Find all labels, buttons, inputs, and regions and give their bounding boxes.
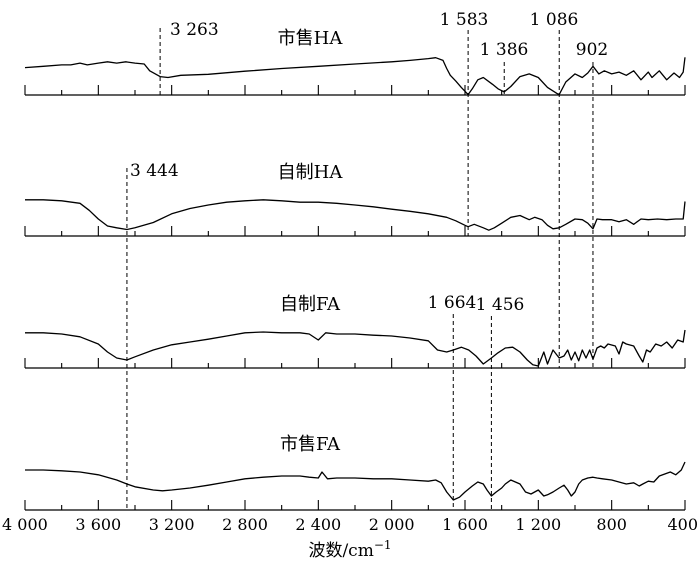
series-name-label: 自制FA [280,294,341,315]
panel-homemade-fa: 自制FA [24,294,686,369]
panel-commercial-ha: 市售HA [24,28,686,96]
x-tick-label: 1 200 [515,515,561,534]
series-name-label: 市售HA [278,28,344,49]
panel-homemade-ha: 自制HA [24,162,686,237]
x-tick-label: 800 [596,515,627,534]
spectrum-homemade-ha [25,199,686,231]
peak-label: 1 456 [476,295,525,315]
spectrum-homemade-fa [25,329,686,367]
panel-commercial-fa: 市售FA [24,434,686,511]
spectrum-commercial-fa [25,461,686,501]
x-tick-label: 3 200 [149,515,195,534]
spectrum-commercial-ha [24,57,686,96]
x-tick-label: 4 000 [2,515,48,534]
peak-label: 3 444 [130,161,179,181]
peak-label: 902 [576,40,608,60]
x-axis: 4 000 3 600 3 200 2 800 2 400 2 000 1 600 1 200… [2,515,698,534]
peak-label: 3 263 [170,20,219,40]
series-name-label: 自制HA [278,162,344,183]
series-name-label: 市售FA [280,434,341,455]
peak-label: 1 664 [428,293,477,313]
x-tick-label: 2 400 [295,515,341,534]
x-tick-label: 400 [667,515,698,534]
x-tick-label: 2 800 [222,515,268,534]
x-tick-label: 2 000 [369,515,415,534]
x-tick-label: 3 600 [75,515,121,534]
peak-label: 1 386 [480,40,529,60]
x-tick-label: 1 600 [442,515,488,534]
x-axis-label: 波数/cm−1 [308,538,391,561]
spectra-panels: 市售HA 自制HA 自制FA 市售FA [24,28,686,511]
peak-label: 1 086 [530,10,579,30]
peak-label: 1 583 [440,10,489,30]
